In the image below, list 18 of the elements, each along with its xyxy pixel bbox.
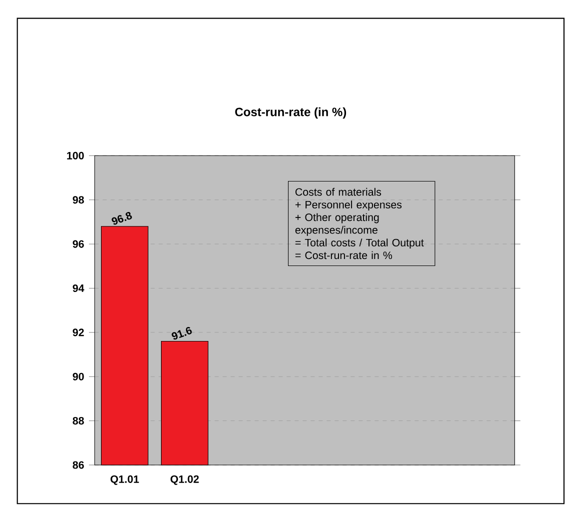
x-tick-label: Q1.01	[110, 475, 139, 485]
y-tick-label: 86	[72, 461, 84, 469]
annotation: + Personnel expenses	[295, 200, 402, 211]
y-tick-label: 94	[72, 284, 84, 292]
x-tick-label: Q1.02	[170, 475, 199, 485]
y-tick-label: 96	[72, 240, 84, 248]
data-label: 91.6	[172, 326, 192, 340]
chart-title: Cost-run-rate (in %)	[235, 107, 346, 119]
y-tick-label: 90	[72, 372, 84, 380]
annotation: = Total costs / Total Output	[295, 238, 424, 249]
y-tick-label: 88	[72, 417, 84, 425]
y-tick-label: 98	[72, 196, 84, 204]
data-label: 96.8	[112, 212, 132, 225]
y-tick-label: 92	[72, 328, 84, 336]
annotation: Costs of materials	[295, 188, 382, 196]
annotation: = Cost-run-rate in %	[295, 251, 392, 260]
annotation: + Other operating expenses/income	[295, 213, 379, 236]
y-tick-label: 100	[67, 152, 84, 160]
